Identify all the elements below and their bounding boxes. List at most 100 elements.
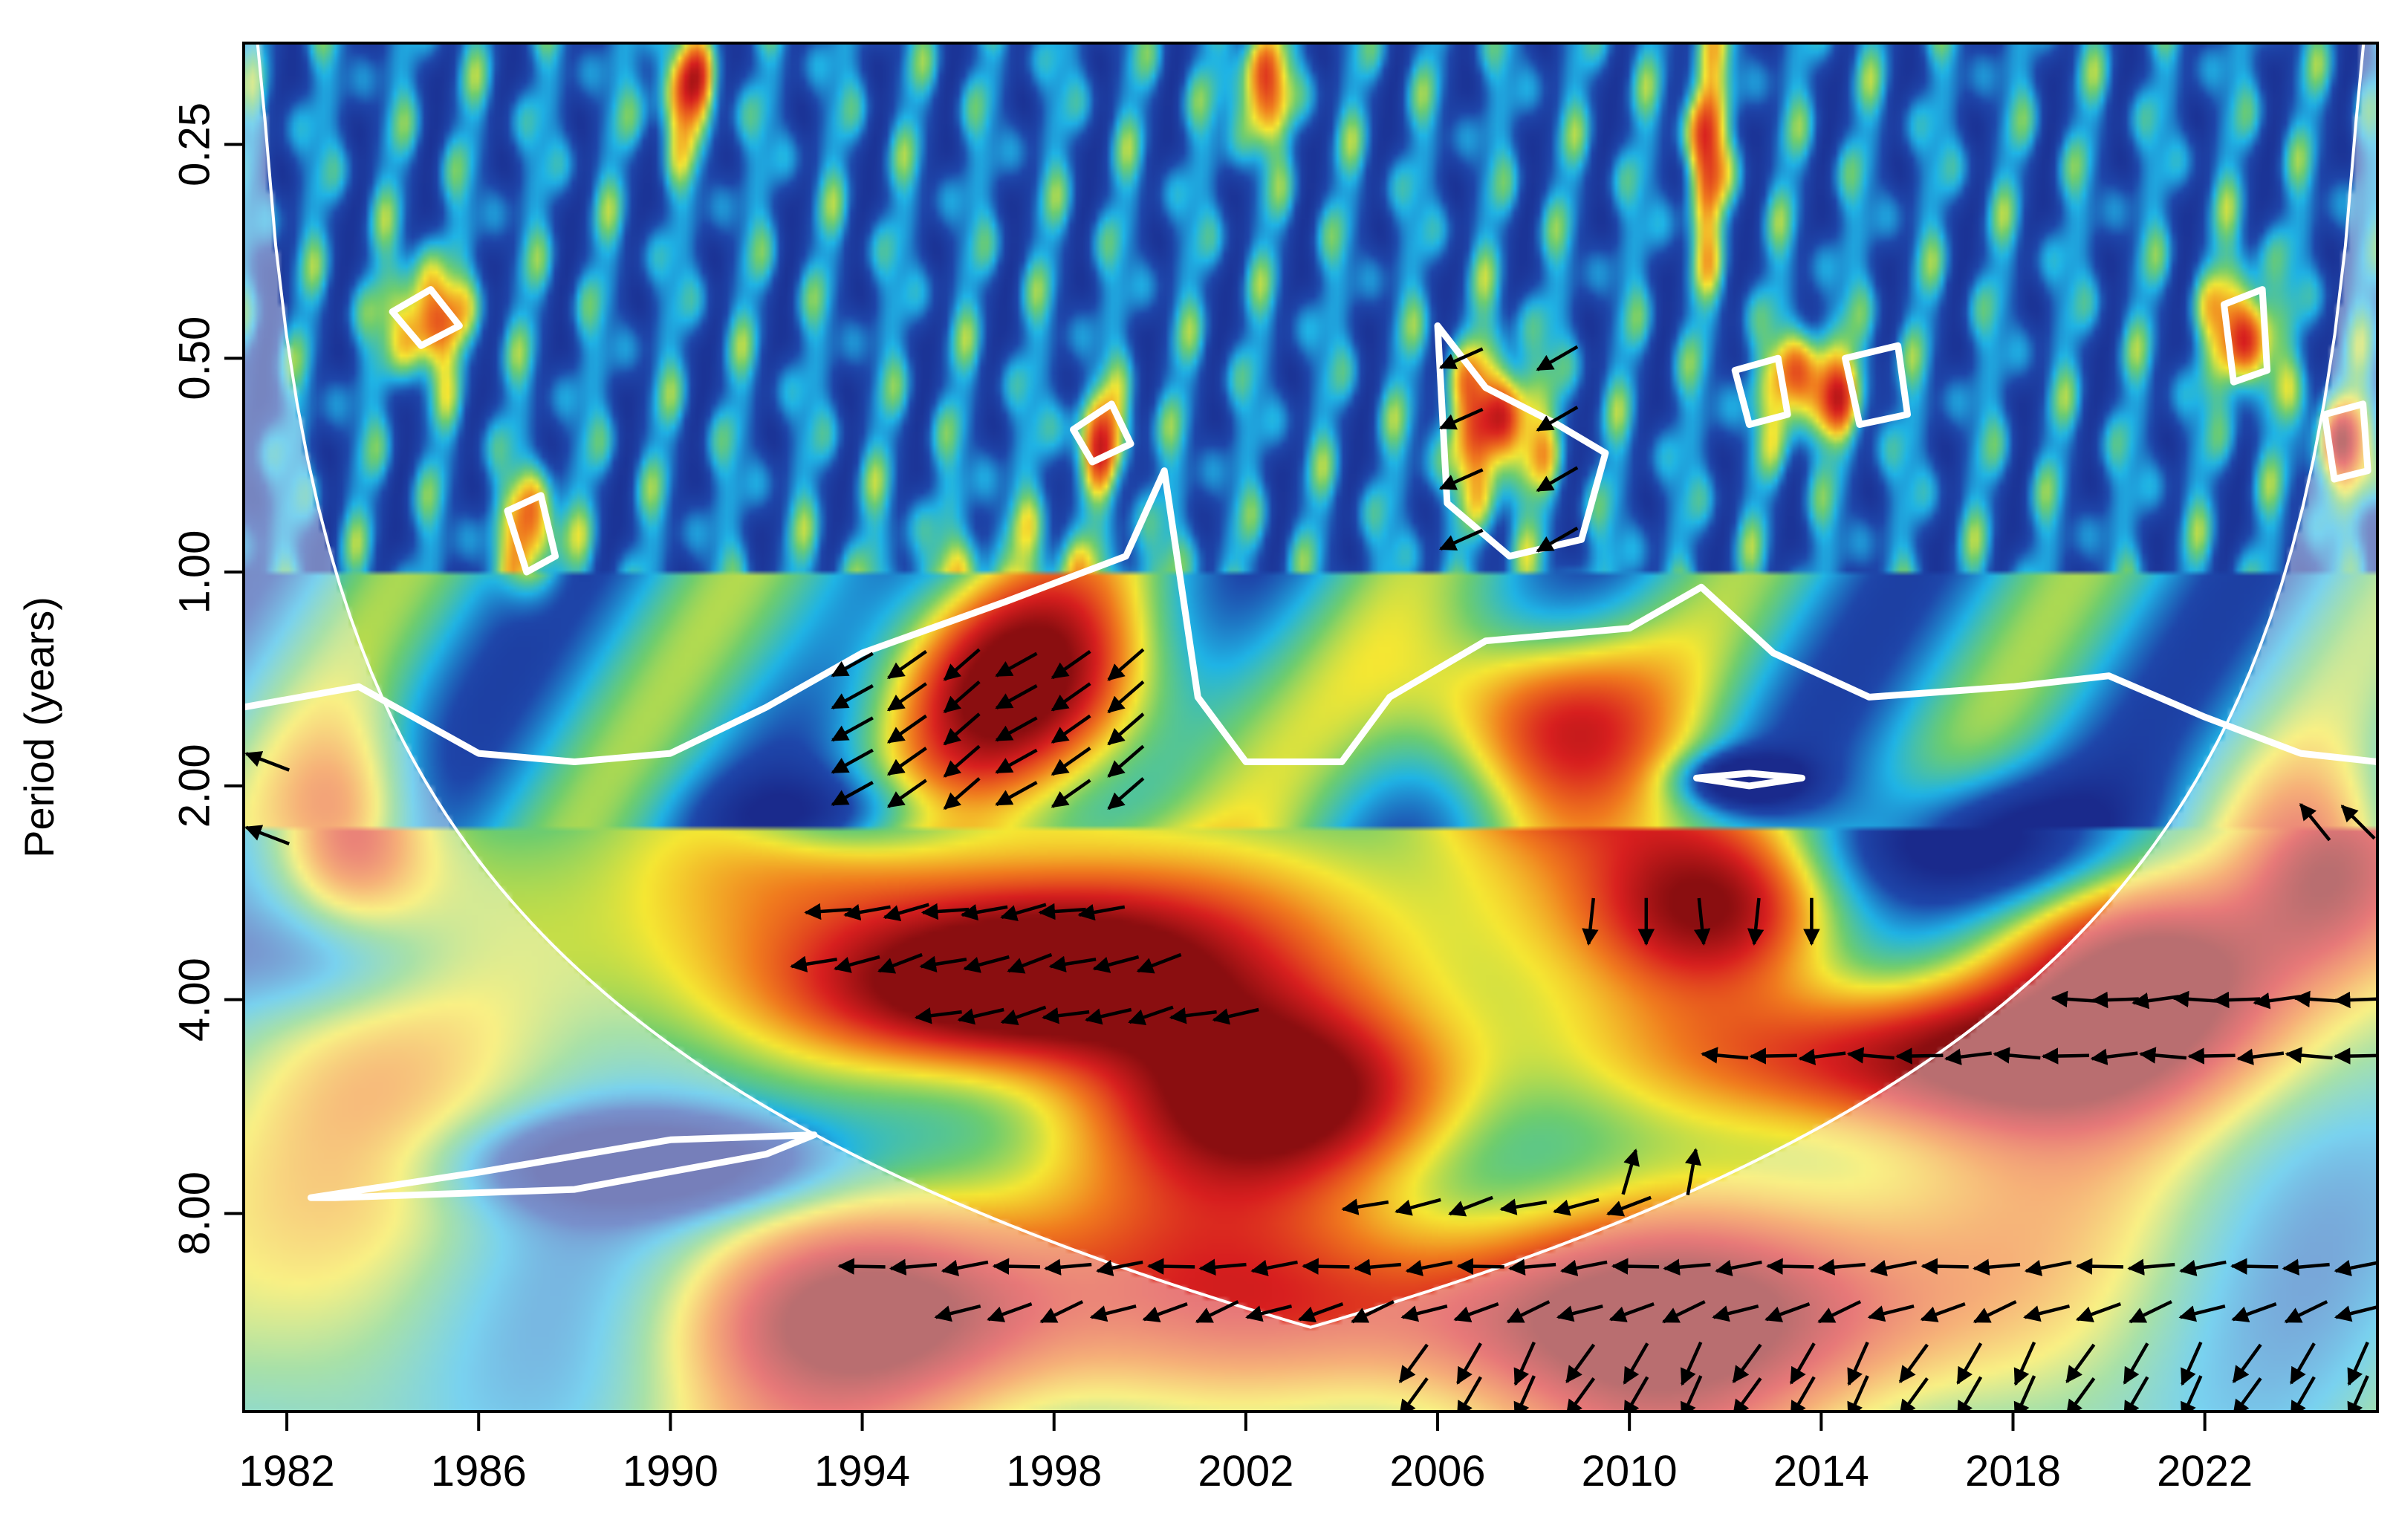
phase-arrow — [1007, 952, 1053, 974]
phase-arrow — [843, 903, 891, 921]
phase-arrow — [1956, 1342, 1983, 1385]
phase-arrow — [1973, 1258, 2021, 1276]
phase-arrow — [1107, 680, 1145, 714]
phase-arrow — [1499, 1198, 1548, 1215]
phase-arrow — [1766, 1258, 1814, 1275]
phase-arrow — [2347, 1341, 2369, 1386]
phase-arrow — [963, 955, 1010, 973]
phase-arrow — [2132, 992, 2180, 1010]
phase-arrow — [2138, 1047, 2187, 1064]
contour-island-2006 — [1434, 322, 1609, 560]
phase-arrow — [1048, 955, 1097, 972]
phase-arrow — [1000, 1005, 1047, 1026]
phase-arrow — [1565, 1343, 1596, 1384]
phase-arrow — [1867, 1305, 1915, 1322]
phase-arrow — [1920, 1302, 1966, 1322]
phase-arrow — [2232, 1343, 2262, 1384]
phase-arrow — [1847, 1341, 1869, 1386]
y-tick-label: 0.50 — [170, 316, 218, 400]
phase-arrow — [960, 903, 1008, 921]
phase-arrow — [1536, 466, 1579, 493]
phase-arrow — [831, 781, 874, 807]
phase-arrow — [1198, 1258, 1247, 1276]
phase-arrow — [837, 1258, 886, 1275]
phase-arrow — [1993, 1047, 2041, 1064]
phase-arrow — [2282, 1258, 2330, 1276]
x-tick-label: 2002 — [1198, 1447, 1293, 1495]
phase-arrow — [1250, 1259, 1298, 1276]
phase-arrow — [1608, 1302, 1655, 1322]
phase-arrow — [831, 748, 874, 774]
phase-arrow — [1693, 897, 1711, 946]
phase-arrow — [1438, 347, 1484, 369]
y-tick-label: 2.00 — [170, 744, 218, 828]
phase-arrow — [2065, 1377, 2096, 1411]
phase-arrow — [1051, 747, 1091, 776]
phase-arrow — [2334, 1305, 2377, 1322]
phase-arrow — [995, 748, 1038, 774]
phase-arrow — [2230, 1258, 2279, 1275]
phase-arrow — [1921, 1258, 1969, 1275]
phase-arrow — [1089, 1305, 1137, 1322]
phase-arrow — [886, 714, 927, 744]
phase-arrow — [1508, 1258, 1556, 1276]
phase-arrow — [2334, 1259, 2377, 1276]
cone-of-influence — [256, 43, 2366, 1329]
phase-arrow — [995, 716, 1038, 742]
contour-island-1999 — [1070, 400, 1134, 466]
phase-arrow — [943, 777, 981, 810]
x-tick-label: 1994 — [814, 1447, 910, 1495]
phase-arrow — [1128, 1005, 1174, 1026]
phase-arrow — [1044, 1258, 1092, 1276]
phase-arrow — [943, 648, 981, 681]
phase-arrow — [2333, 991, 2377, 1009]
phase-arrow — [1715, 1259, 1762, 1276]
phase-arrow — [1789, 1342, 1816, 1385]
phase-arrow — [1051, 779, 1091, 808]
x-tick-label: 1998 — [1006, 1447, 1102, 1495]
power-heatmap — [244, 43, 2377, 1411]
x-tick-label: 1990 — [623, 1447, 718, 1495]
phase-arrow — [1453, 1302, 1499, 1322]
phase-arrow — [1405, 1259, 1453, 1276]
phase-arrow — [2212, 991, 2261, 1009]
phase-arrow — [1663, 1258, 1711, 1276]
phase-arrow — [1846, 1047, 1895, 1064]
contour-island-2012 — [1693, 770, 1805, 790]
phase-arrow — [987, 1302, 1033, 1322]
phase-arrow — [2091, 991, 2139, 1009]
phase-arrow — [1142, 1302, 1188, 1322]
phase-arrow — [1042, 1007, 1090, 1024]
phase-arrow — [1400, 1305, 1448, 1322]
phase-arrow — [1107, 744, 1145, 778]
phase-arrows — [244, 345, 2377, 1411]
phase-arrow — [2284, 1300, 2328, 1324]
phase-arrow — [2023, 1305, 2071, 1322]
phase-arrow — [1944, 1048, 1992, 1065]
phase-arrow — [1621, 1148, 1640, 1195]
phase-arrow — [2172, 990, 2220, 1008]
phase-arrow — [914, 1007, 962, 1024]
contour-island-1988 — [307, 1131, 818, 1201]
phase-arrow — [1898, 1343, 1929, 1384]
phase-arrow — [886, 650, 927, 680]
y-tick-label: 8.00 — [170, 1172, 218, 1255]
phase-arrow — [2123, 1342, 2149, 1385]
phase-arrow — [1297, 1302, 1344, 1322]
phase-arrow — [1899, 1377, 1929, 1411]
phase-arrow — [941, 1259, 989, 1276]
phase-arrow — [995, 652, 1038, 678]
phase-arrow — [886, 779, 927, 808]
phase-arrow — [1092, 955, 1140, 973]
significance-contours — [244, 286, 2377, 1201]
phase-arrow — [1107, 648, 1145, 681]
phase-arrow — [2299, 802, 2331, 842]
phase-arrow — [1556, 1305, 1603, 1322]
phase-arrow — [2285, 1047, 2333, 1064]
y-tick-label: 0.25 — [170, 103, 218, 186]
phase-arrow — [2253, 992, 2301, 1010]
phase-arrow — [919, 955, 967, 972]
phase-arrow — [1077, 903, 1126, 921]
phase-arrow — [1146, 1258, 1195, 1275]
phase-arrow — [1817, 1300, 1862, 1324]
